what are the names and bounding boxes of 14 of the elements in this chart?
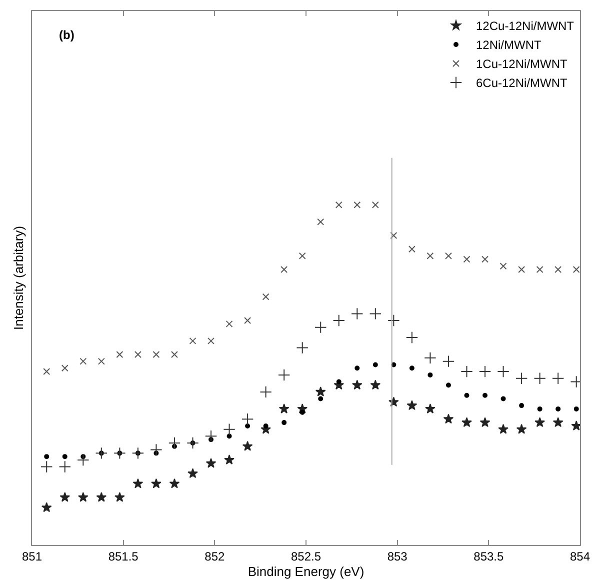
x-axis-title: Binding Energy (eV) (248, 564, 364, 579)
text: (b) (59, 28, 74, 42)
x-tick-label: 852.5 (290, 549, 322, 564)
x-tick-label: 853 (387, 549, 408, 564)
x-tick-label: 854 (570, 549, 590, 564)
x-tick-label: 851.5 (108, 549, 139, 564)
x-tick-label: 851 (22, 549, 42, 564)
y-axis-title: Intensity (arbitary) (10, 226, 26, 330)
legend-label: 1Cu-12Ni/MWNT (476, 57, 568, 72)
legend-label: 12Cu-12Ni/MWNT (476, 19, 575, 34)
x-tick-label: 852 (204, 549, 225, 564)
legend-label: 12Ni/MWNT (476, 38, 542, 52)
legend-label: 6Cu-12Ni/MWNT (476, 76, 568, 90)
x-tick-label: 853.5 (474, 549, 504, 564)
